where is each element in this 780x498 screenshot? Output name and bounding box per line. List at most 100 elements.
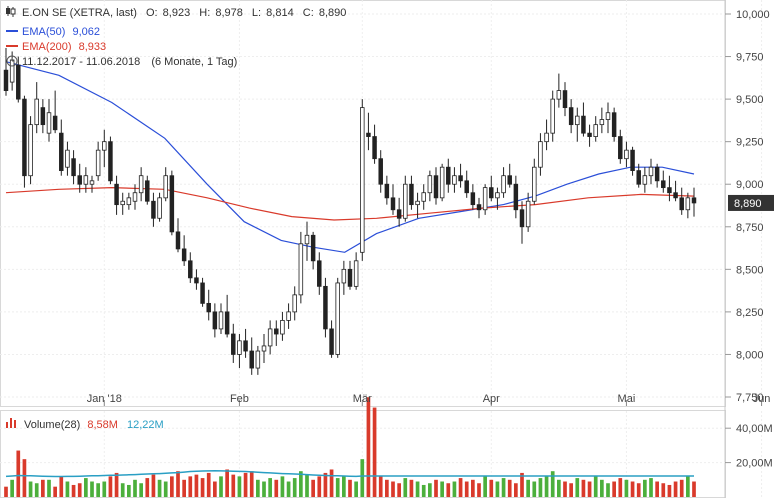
last-price-box: [728, 194, 774, 211]
candle-body: [630, 149, 635, 172]
candle: [108, 136, 113, 185]
volume-tick-label: 20,00M: [736, 458, 773, 470]
volume-bar: [649, 478, 653, 497]
y-tick-label: 8,250: [736, 307, 764, 319]
candle: [611, 107, 617, 142]
candle: [145, 175, 150, 205]
candle-body: [77, 175, 82, 185]
candle-body: [194, 277, 199, 284]
candle-body: [495, 192, 500, 199]
volume-bar: [16, 450, 21, 497]
candle: [587, 124, 592, 147]
candle: [40, 99, 46, 134]
candle: [280, 311, 285, 341]
candle-body: [482, 187, 488, 211]
volume-bar: [643, 479, 647, 497]
volume-bar: [464, 481, 469, 497]
candle: [458, 163, 463, 188]
candle: [630, 146, 635, 176]
volume-bar: [157, 479, 162, 497]
candle: [544, 119, 549, 151]
candle: [34, 82, 39, 134]
candle: [648, 158, 654, 185]
candle: [71, 150, 76, 185]
volume-bar: [170, 476, 174, 497]
volume-bar: [428, 483, 432, 497]
volume-bar: [206, 472, 211, 497]
volume-bar: [243, 472, 248, 497]
candle: [3, 48, 9, 96]
candle-body: [243, 340, 248, 352]
candle: [525, 192, 531, 232]
candle: [151, 192, 156, 227]
volume-bar: [507, 479, 512, 497]
volume-axis-ticks: 40,00M 20,00M: [725, 423, 773, 470]
candle-body: [421, 192, 426, 202]
high-value: 8,978: [215, 7, 243, 19]
candle: [28, 116, 33, 185]
candle: [304, 221, 310, 261]
candle: [188, 252, 193, 283]
candle-body: [624, 149, 629, 160]
candle-body: [360, 107, 365, 253]
volume-bar: [501, 478, 506, 497]
volume-bar: [249, 471, 254, 497]
candle-body: [667, 187, 672, 194]
volume-bar: [231, 474, 236, 497]
candle-body: [212, 311, 218, 330]
candle: [390, 184, 396, 215]
candle-body: [22, 98, 27, 177]
candle-body: [661, 180, 666, 189]
candle: [446, 158, 451, 193]
range-info: (6 Monate, 1 Tag): [151, 56, 237, 68]
volume-bar: [692, 481, 696, 497]
candle-body: [507, 175, 512, 185]
volume-bar: [532, 481, 537, 497]
candle-body: [513, 183, 519, 211]
candle: [138, 167, 144, 202]
volume-bar: [225, 469, 229, 497]
y-tick-label: 8,000: [736, 349, 764, 361]
candle-body: [415, 200, 420, 206]
candle: [654, 163, 660, 188]
volume-bar: [329, 469, 334, 497]
candle: [691, 187, 697, 217]
date-range: 11.12.2017 - 11.06.2018: [22, 56, 140, 68]
candle-body: [501, 175, 506, 194]
candle: [624, 141, 629, 168]
chart-header: E.ON SE (XETRA, last) O: 8,923 H: 8,978 …: [6, 6, 346, 68]
svg-text:E.ON SE (XETRA, last) O:: E.ON SE (XETRA, last) O: 8,923 H: 8,978 …: [22, 7, 346, 19]
candle: [605, 102, 611, 134]
candle: [310, 231, 316, 270]
candle-body: [532, 166, 537, 202]
volume-bar: [606, 483, 610, 497]
candle: [421, 184, 426, 210]
candle: [476, 197, 482, 219]
candle-body: [341, 268, 347, 284]
volume-bar: [317, 476, 322, 497]
open-label: O:: [146, 7, 158, 19]
volume-bar: [655, 481, 659, 497]
volume-bar: [661, 483, 666, 497]
volume-bar: [323, 472, 328, 497]
volume-tick-label: 40,00M: [736, 423, 773, 435]
x-tick-label: Apr: [483, 393, 500, 405]
candle: [581, 102, 586, 137]
y-tick-label: 9,500: [736, 94, 764, 106]
volume-bar: [471, 479, 475, 497]
candle: [396, 197, 402, 227]
volume-value-average: 12,22M: [127, 419, 164, 431]
candle: [667, 175, 672, 202]
candle: [679, 187, 684, 215]
candle-body: [16, 64, 21, 100]
candle-body: [446, 166, 451, 185]
candle: [599, 107, 605, 134]
candle-body: [605, 112, 611, 120]
candle: [532, 158, 537, 205]
candle-body: [372, 136, 377, 160]
candle: [95, 141, 101, 181]
volume-bar: [348, 479, 352, 497]
volume-bar: [342, 476, 346, 497]
ema200-legend-name: EMA(200): [22, 41, 72, 53]
